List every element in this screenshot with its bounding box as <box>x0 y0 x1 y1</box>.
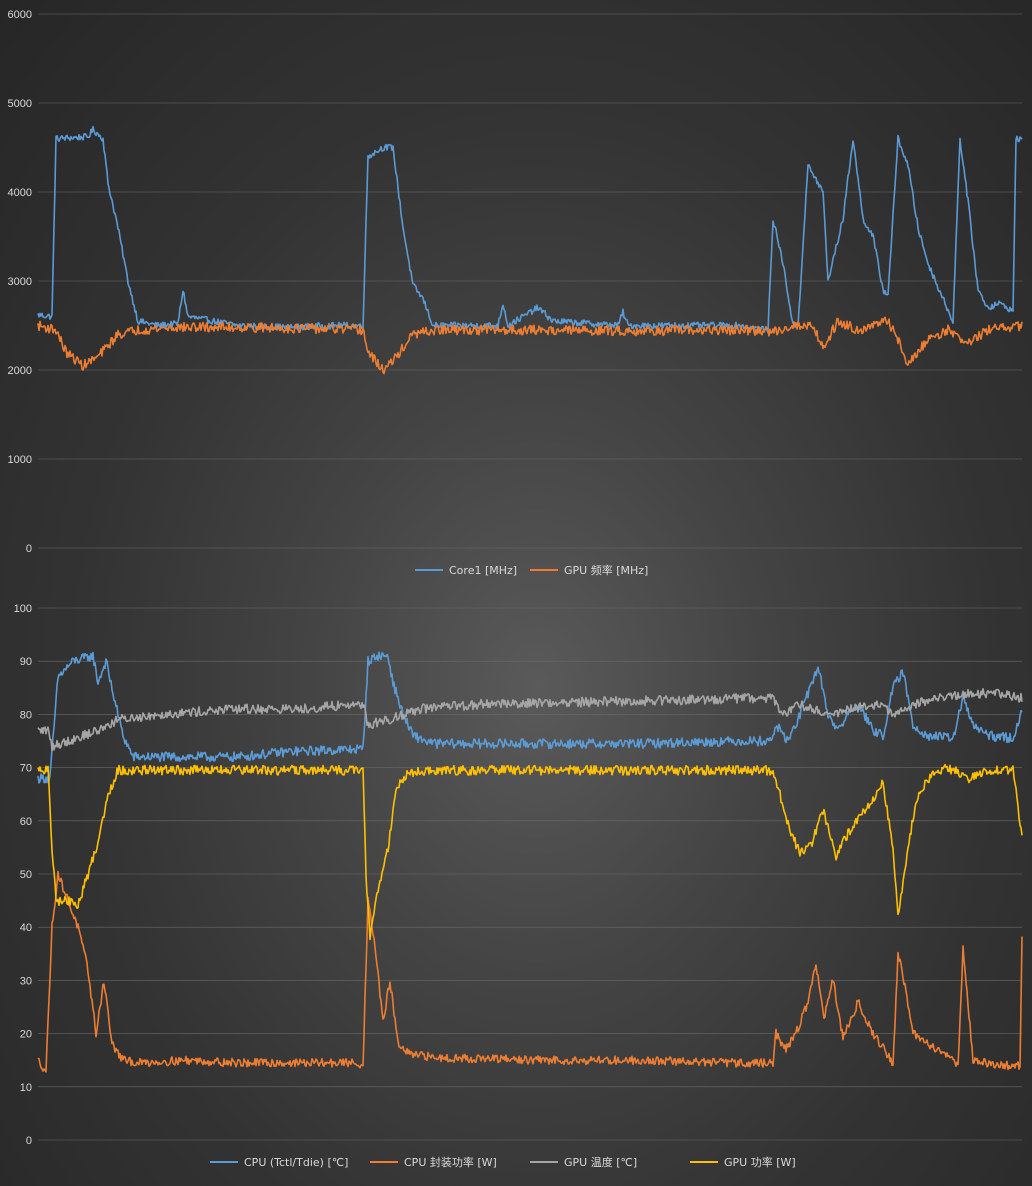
series-line-1-1 <box>37 870 1023 1073</box>
y-tick-label: 20 <box>20 1029 32 1041</box>
y-tick-label: 40 <box>20 922 32 934</box>
chart-temperature-power: 0 10 20 30 40 50 60 70 80 90 100 CPU (Tctl/Tdie) [℃… <box>14 603 1023 1169</box>
legend-label: GPU 频率 [MHz] <box>564 563 648 577</box>
legend-label: GPU 功率 [W] <box>724 1155 796 1169</box>
legend-label: CPU (Tctl/Tdie) [℃] <box>244 1156 348 1169</box>
y-tick-label: 50 <box>20 869 32 881</box>
legend-label: GPU 温度 [℃] <box>564 1155 637 1169</box>
y-tick-label: 10 <box>20 1082 32 1094</box>
y-tick-label: 4000 <box>8 187 32 199</box>
chart-frequency: 0 1000 2000 3000 4000 5000 6000 Core1 [MHz] GPU … <box>8 9 1023 577</box>
y-tick-label: 1000 <box>8 454 32 466</box>
y-tick-label: 60 <box>20 816 32 828</box>
y-tick-label: 80 <box>20 709 32 721</box>
y-tick-label: 100 <box>14 603 32 615</box>
y-tick-label: 30 <box>20 975 32 987</box>
y-tick-label: 5000 <box>8 98 32 110</box>
series-line-0-1 <box>37 316 1023 375</box>
y-tick-label: 2000 <box>8 365 32 377</box>
y-tick-label: 70 <box>20 763 32 775</box>
y-tick-label: 3000 <box>8 276 32 288</box>
y-tick-label: 90 <box>20 656 32 668</box>
y-tick-label: 0 <box>26 543 32 555</box>
legend-label: Core1 [MHz] <box>449 564 517 577</box>
y-tick-label: 0 <box>26 1135 32 1147</box>
series-line-1-0 <box>37 651 1023 784</box>
series-line-0-0 <box>37 125 1023 334</box>
series-line-1-3 <box>37 763 1023 941</box>
legend-label: CPU 封装功率 [W] <box>404 1155 497 1169</box>
series-line-1-2 <box>37 688 1023 752</box>
y-tick-label: 6000 <box>8 9 32 21</box>
